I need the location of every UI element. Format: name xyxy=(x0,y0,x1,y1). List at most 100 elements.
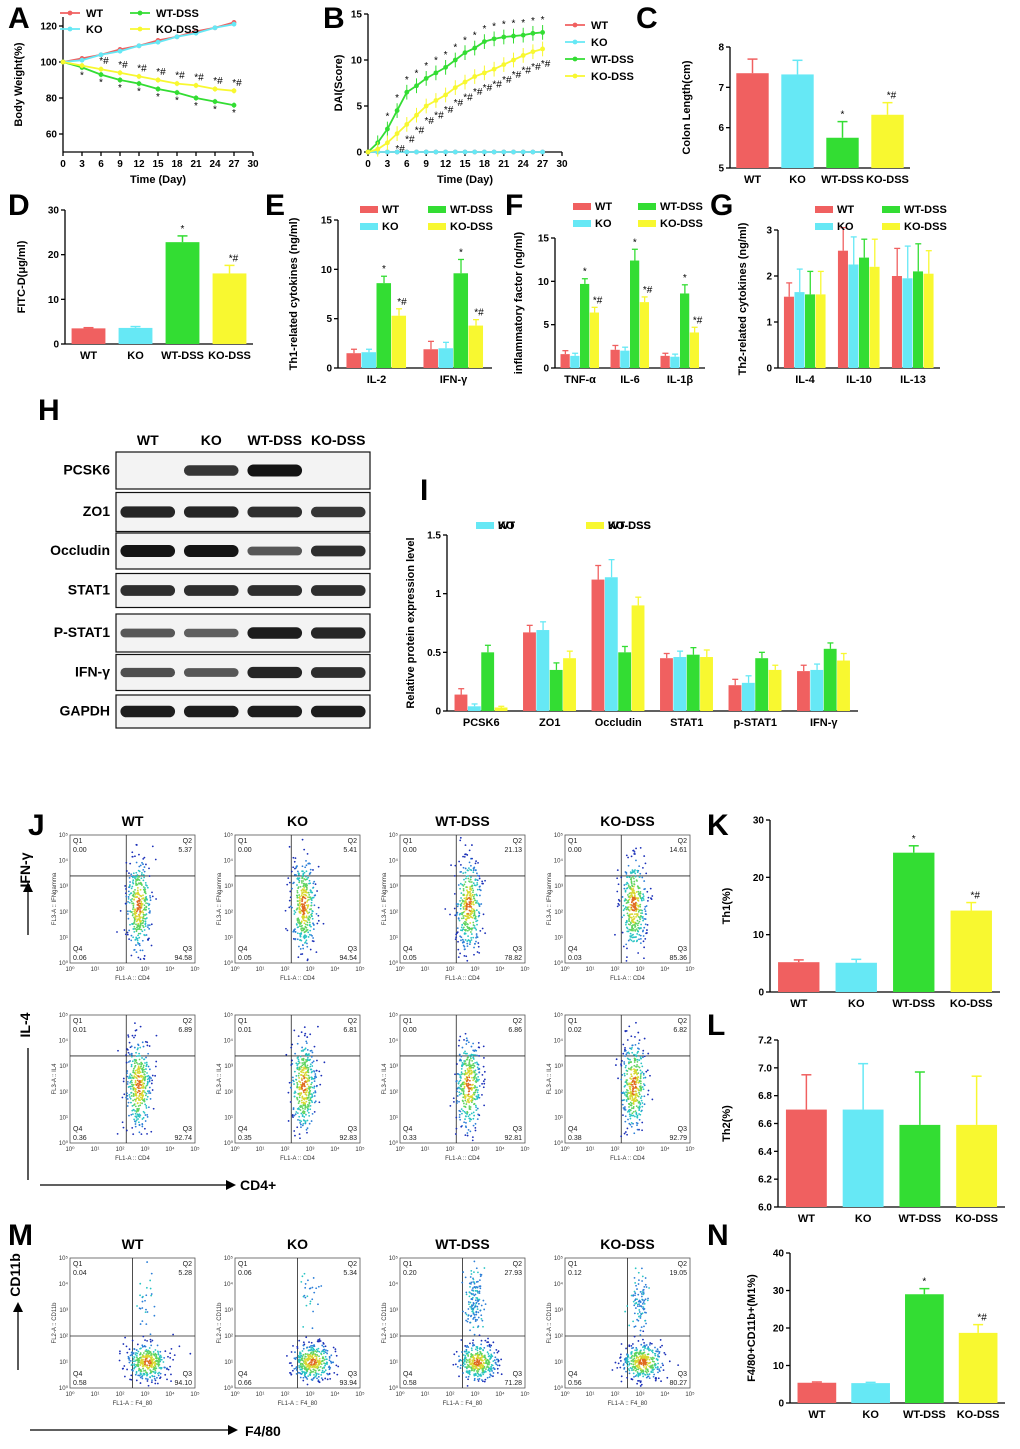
event-dot xyxy=(628,1106,630,1108)
event-dot xyxy=(322,1360,324,1362)
quadrant-q3-label: Q3 xyxy=(183,1371,192,1378)
legend-marker xyxy=(67,10,73,16)
bar-WT-DSS xyxy=(453,273,469,368)
panel-label-B: B xyxy=(323,2,345,35)
event-dot xyxy=(304,1353,307,1355)
event-dot xyxy=(466,869,469,872)
event-dot xyxy=(135,1059,138,1062)
data-point xyxy=(520,32,526,38)
event-dot xyxy=(633,850,636,853)
event-dot xyxy=(464,1125,467,1128)
event-dot xyxy=(142,913,145,916)
event-dot xyxy=(147,1106,150,1109)
event-dot xyxy=(458,1093,461,1096)
event-dot xyxy=(296,1064,299,1066)
event-dot xyxy=(641,912,644,915)
event-dot xyxy=(141,1083,144,1086)
event-dot xyxy=(311,934,313,937)
event-dot xyxy=(460,1085,463,1088)
event-dot xyxy=(142,926,145,929)
event-dot xyxy=(472,1042,475,1045)
event-dot xyxy=(156,1376,158,1379)
event-dot xyxy=(143,1078,146,1081)
quadrant-q2-value: 5.34 xyxy=(343,1270,357,1277)
event-dot xyxy=(301,1058,304,1060)
event-dot xyxy=(467,935,469,938)
x-decade-label: 10² xyxy=(446,967,455,973)
data-point xyxy=(433,70,439,76)
event-dot xyxy=(136,928,139,931)
event-dot xyxy=(129,1359,132,1362)
event-dot xyxy=(308,1077,311,1079)
event-dot xyxy=(132,1113,134,1116)
significance-mark: *# xyxy=(463,92,473,103)
blot-band xyxy=(183,506,239,518)
event-dot xyxy=(144,1120,147,1122)
event-dot xyxy=(146,902,149,905)
event-dot xyxy=(478,914,481,917)
event-dot xyxy=(140,1080,143,1082)
event-dot xyxy=(137,1118,139,1120)
event-dot xyxy=(146,1095,149,1098)
event-dot xyxy=(134,1088,137,1091)
event-dot xyxy=(299,948,302,950)
event-dot xyxy=(642,895,645,898)
event-dot xyxy=(289,1372,292,1374)
event-dot xyxy=(489,1349,492,1352)
event-dot xyxy=(632,849,635,852)
event-dot xyxy=(292,1116,294,1119)
x-decade-label: 10¹ xyxy=(586,967,595,973)
y-decade-label: 10² xyxy=(224,1334,233,1340)
event-dot xyxy=(128,1075,131,1078)
event-dot xyxy=(154,1065,157,1068)
event-dot xyxy=(303,1066,305,1069)
event-dot xyxy=(132,936,135,939)
event-dot xyxy=(624,1120,627,1123)
significance-mark: * xyxy=(633,237,637,248)
event-dot xyxy=(646,890,649,893)
significance-mark: * xyxy=(137,87,141,98)
event-dot xyxy=(463,1060,466,1062)
event-dot xyxy=(137,1350,140,1353)
event-dot xyxy=(470,1099,472,1102)
event-dot xyxy=(145,884,147,886)
x-decade-label: 10⁵ xyxy=(190,1391,200,1398)
event-dot xyxy=(310,1083,313,1086)
blot-band xyxy=(120,585,176,596)
event-dot xyxy=(125,1054,128,1056)
event-dot xyxy=(302,880,304,882)
event-dot xyxy=(483,1057,485,1059)
legend-swatch xyxy=(428,223,446,230)
event-dot xyxy=(141,1075,144,1078)
data-point xyxy=(530,49,536,55)
flow-M: WTQ10.04Q25.28Q40.58Q394.1010⁰10⁰10¹10¹1… xyxy=(7,1236,695,1439)
event-dot xyxy=(291,887,293,890)
x-tick-label: p-STAT1 xyxy=(733,717,777,729)
event-dot xyxy=(139,1054,141,1057)
event-dot xyxy=(335,1364,338,1367)
event-dot xyxy=(298,1119,301,1122)
event-dot xyxy=(462,917,465,919)
event-dot xyxy=(310,1099,313,1102)
event-dot xyxy=(300,1031,303,1034)
event-dot xyxy=(472,903,475,906)
significance-mark: *# xyxy=(521,66,531,77)
event-dot xyxy=(476,951,479,953)
event-dot xyxy=(644,1076,647,1079)
event-dot xyxy=(128,876,131,879)
quadrant-q2-value: 21.13 xyxy=(504,847,522,854)
bar-WT xyxy=(797,671,810,711)
significance-mark: *# xyxy=(424,116,434,127)
event-dot xyxy=(132,1092,135,1095)
event-dot xyxy=(299,904,302,906)
x-tick-label: WT-DSS xyxy=(161,350,204,362)
event-dot xyxy=(159,1377,161,1380)
data-point xyxy=(423,103,429,109)
event-dot xyxy=(627,1097,630,1100)
event-dot xyxy=(468,1058,471,1061)
event-dot xyxy=(315,1348,318,1351)
event-dot xyxy=(309,868,312,871)
flow-x-axis-name: FL1-A :: CD4 xyxy=(115,1156,150,1162)
event-dot xyxy=(626,1127,629,1130)
event-dot xyxy=(632,899,635,902)
